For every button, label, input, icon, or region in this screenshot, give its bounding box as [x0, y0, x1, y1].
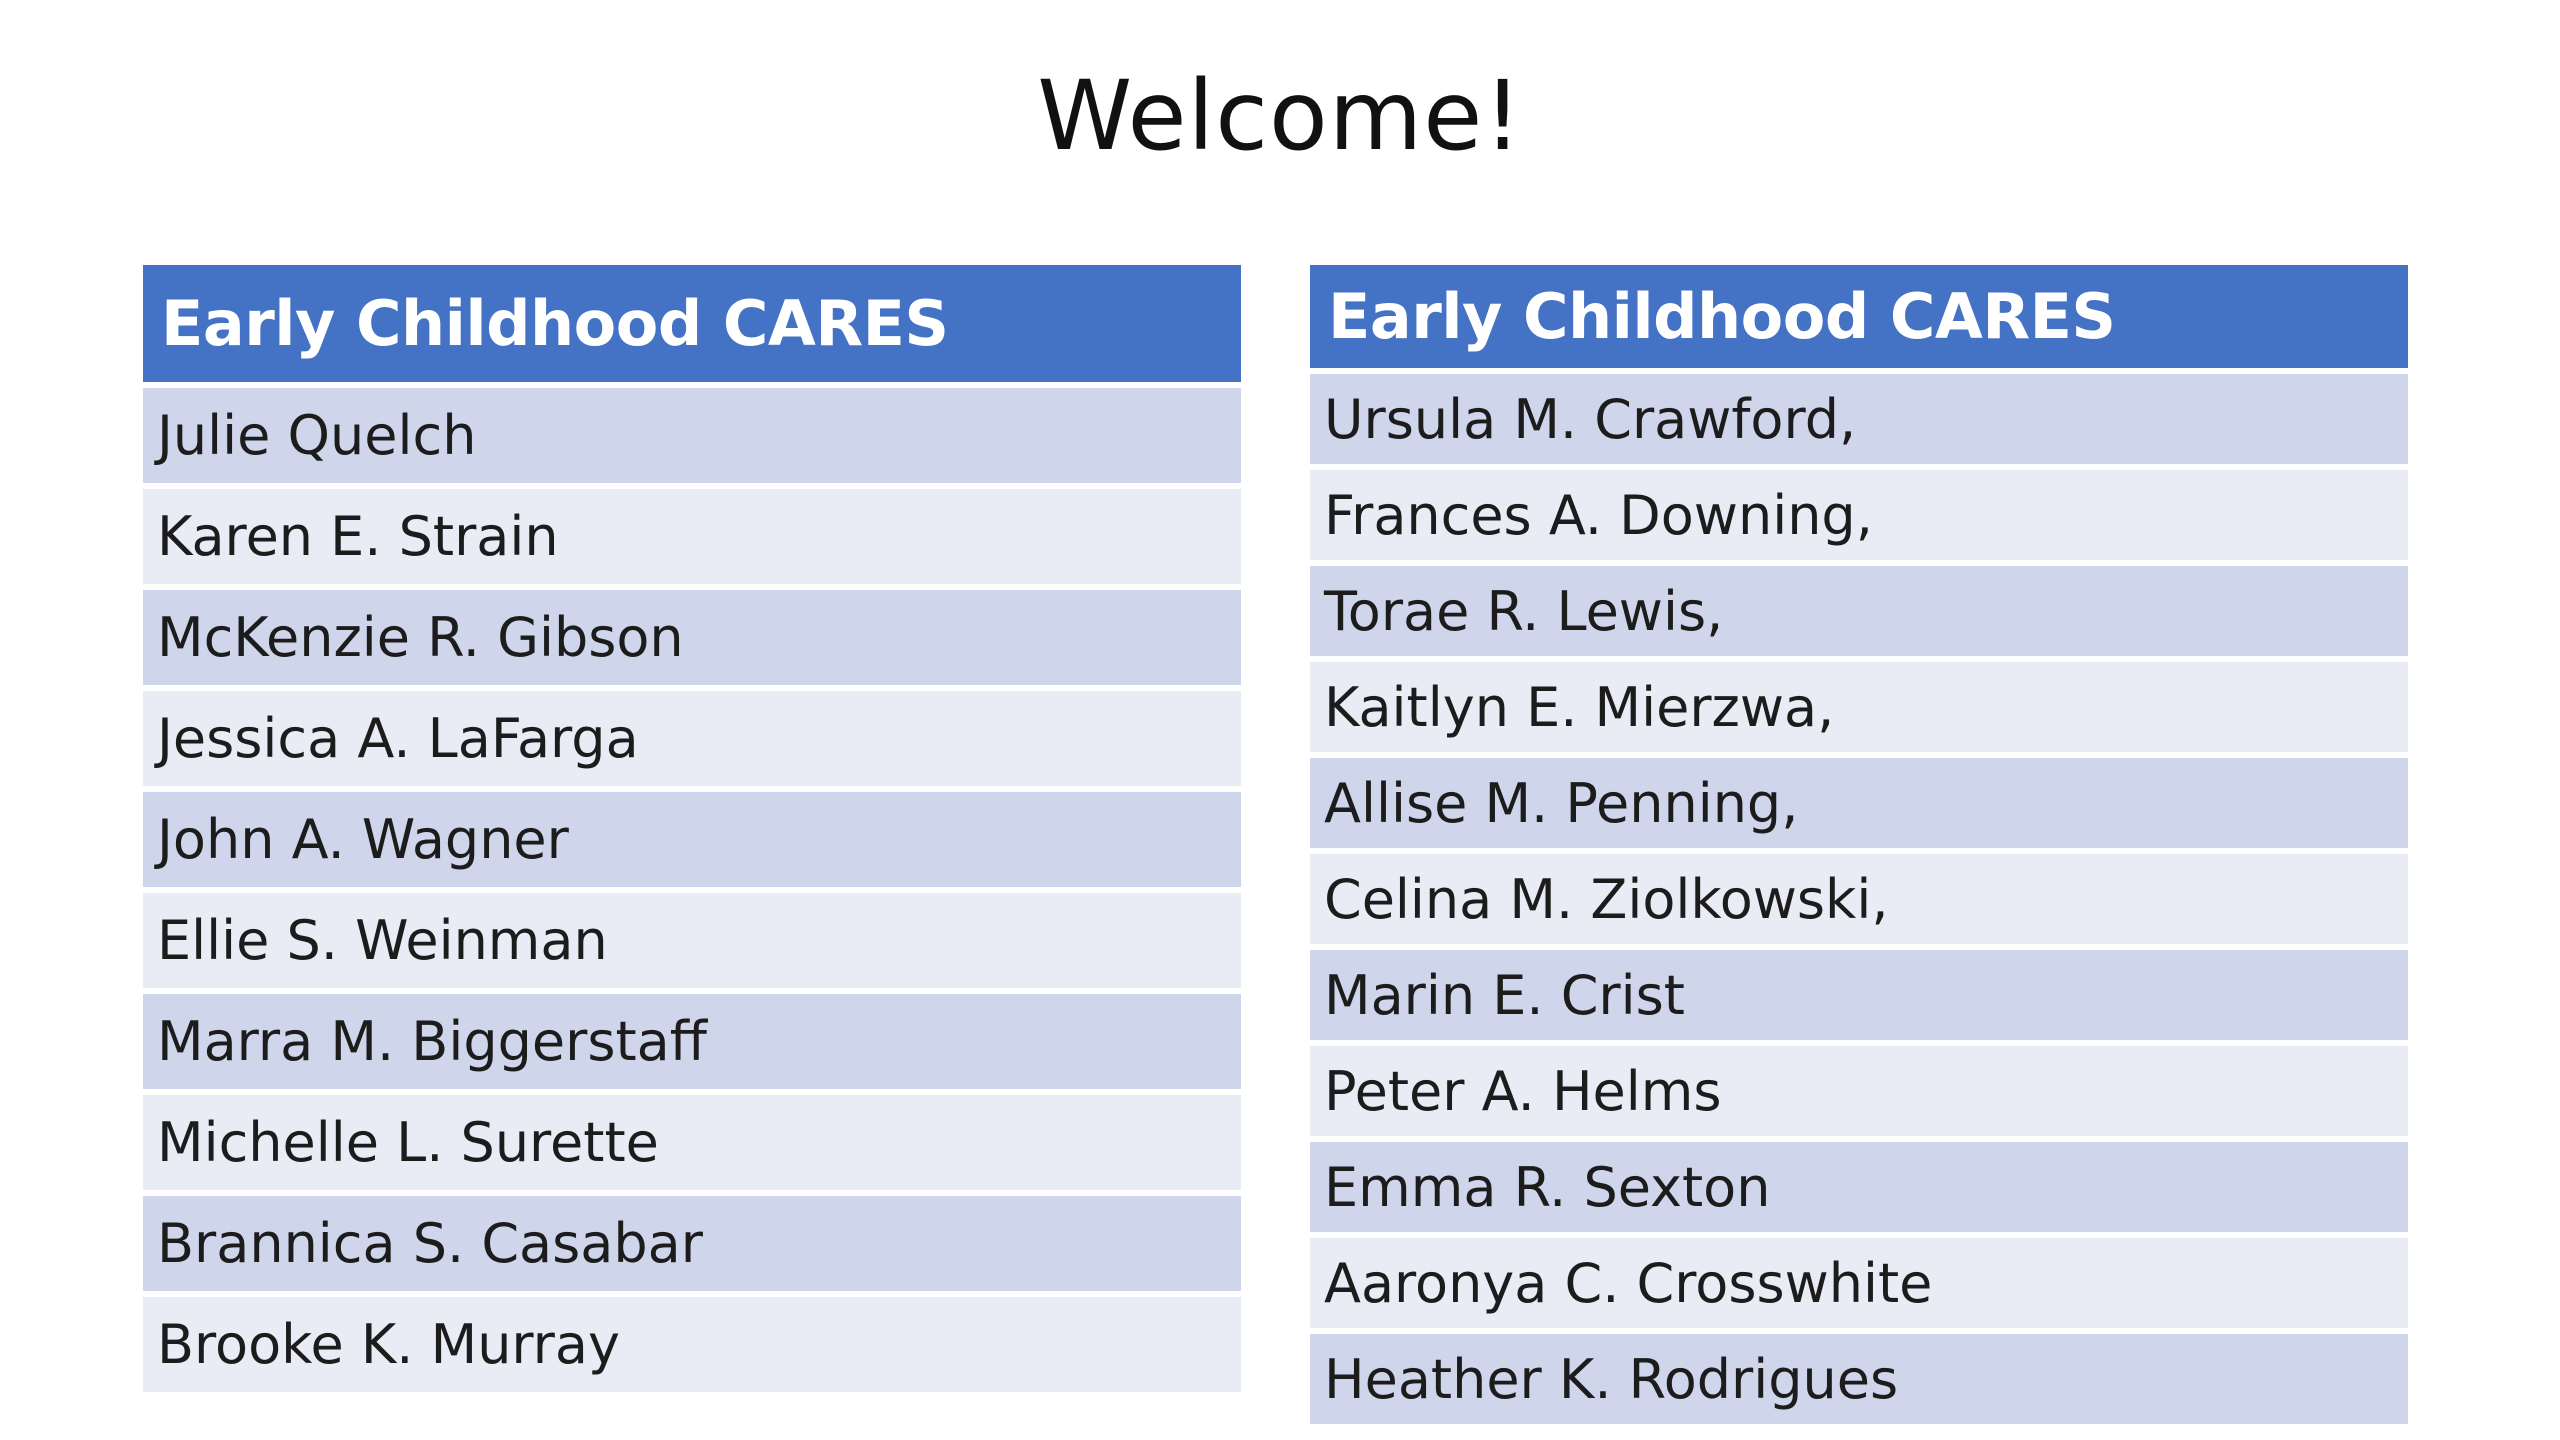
names-table-right: Early Childhood CARES Ursula M. Crawford…: [1310, 265, 2408, 1424]
table-row: Frances A. Downing,: [1310, 464, 2408, 560]
table-row: McKenzie R. Gibson: [143, 584, 1241, 685]
table-row: Brannica S. Casabar: [143, 1190, 1241, 1291]
table-row: Ellie S. Weinman: [143, 887, 1241, 988]
names-table-left: Early Childhood CARES Julie Quelch Karen…: [143, 265, 1241, 1392]
table-row: Celina M. Ziolkowski,: [1310, 848, 2408, 944]
table-row: Marra M. Biggerstaff: [143, 988, 1241, 1089]
table-row: Julie Quelch: [143, 382, 1241, 483]
table-row: Kaitlyn E. Mierzwa,: [1310, 656, 2408, 752]
slide-title: Welcome!: [1037, 60, 1523, 172]
table-row: Jessica A. LaFarga: [143, 685, 1241, 786]
table-row: Michelle L. Surette: [143, 1089, 1241, 1190]
table-row: Ursula M. Crawford,: [1310, 368, 2408, 464]
table-row: Peter A. Helms: [1310, 1040, 2408, 1136]
table-row: Torae R. Lewis,: [1310, 560, 2408, 656]
table-row: Marin E. Crist: [1310, 944, 2408, 1040]
table-row: Emma R. Sexton: [1310, 1136, 2408, 1232]
table-row: Allise M. Penning,: [1310, 752, 2408, 848]
table-header: Early Childhood CARES: [143, 265, 1241, 382]
table-header: Early Childhood CARES: [1310, 265, 2408, 368]
table-row: Karen E. Strain: [143, 483, 1241, 584]
table-row: Heather K. Rodrigues: [1310, 1328, 2408, 1424]
table-row: Brooke K. Murray: [143, 1291, 1241, 1392]
table-row: John A. Wagner: [143, 786, 1241, 887]
table-row: Aaronya C. Crosswhite: [1310, 1232, 2408, 1328]
